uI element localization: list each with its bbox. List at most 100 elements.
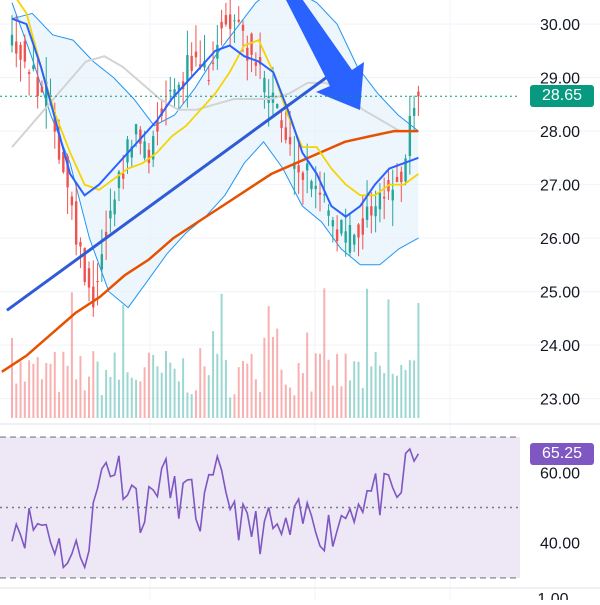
volume-bar [229,397,232,418]
volume-bar [122,304,125,418]
last-price-tag: 28.65 [530,85,594,108]
candle [365,206,369,220]
rsi-value-tag: 65.25 [530,442,594,465]
candle [156,119,159,132]
candle [412,107,416,116]
volume-bar [323,288,326,418]
volume-bar [139,381,142,418]
volume-bar [233,394,236,418]
volume-bar [173,368,176,418]
candle [361,218,364,235]
volume-bar [408,360,411,418]
volume-bar [383,373,386,418]
candle [194,51,198,58]
candle [70,196,74,206]
candle [374,206,377,217]
volume-bar [280,369,283,418]
volume-bar [177,381,180,418]
candle [100,254,104,270]
volume-bar [83,390,86,418]
candle [169,89,172,92]
candle [45,81,48,108]
candle [113,199,116,215]
volume-bar [413,360,416,418]
volume-bar [212,331,215,418]
candle [40,86,44,93]
rsi-tick-label: 40.00 [540,536,580,553]
volume-bar [36,357,39,418]
candle [246,47,249,61]
volume-bar [284,384,287,418]
candle [117,171,121,189]
candle [66,156,69,188]
candle [32,65,35,70]
candle [74,201,78,245]
volume-bar [400,364,403,418]
candle [284,127,287,140]
candle [382,196,386,199]
candle [357,224,360,238]
candle [130,146,133,158]
volume-bar [186,392,189,418]
volume-bar [263,337,266,418]
volume-bar [366,288,369,418]
volume-bar [306,332,309,418]
volume-bar [92,351,95,418]
candle [417,91,420,97]
rsi-line [11,447,420,570]
volume-bar [314,353,317,418]
candle [280,120,283,128]
volume-bar [404,369,407,418]
candle [96,281,99,283]
volume-bar [15,383,18,418]
candle [151,136,155,160]
volume-bar [100,395,103,418]
candle [83,248,86,283]
candle [147,149,151,164]
volume-bar [357,361,360,418]
volume-bar [135,379,138,418]
candle [310,181,313,190]
volume-bar [143,367,146,418]
volume-bar [378,365,381,418]
candle [122,173,125,179]
candle [344,231,347,243]
volume-bar [79,356,82,418]
candle [378,192,382,210]
volume-bar [88,376,91,418]
volume-bar [224,359,227,418]
candle [254,62,258,66]
volume-bar [109,376,112,418]
candle [87,268,91,288]
candle [318,192,322,195]
candle [233,20,236,22]
candle [134,124,138,135]
volume-bar [165,351,168,418]
candle [15,41,18,54]
volume-bar [267,306,270,418]
y-tick-label: 23.00 [540,392,580,409]
candle [288,136,292,145]
volume-bar [156,366,159,418]
volume-bar [169,362,172,418]
volume-bar [58,391,61,418]
volume-bar [396,375,399,418]
volume-bar [254,379,257,418]
volume-bar [301,373,304,418]
candle [173,89,176,96]
volume-bar [130,377,133,418]
volume-bar [331,385,334,418]
volume-bar [374,352,377,418]
y-tick-label: 28.00 [540,124,580,141]
volume-bar [327,359,330,418]
candle [353,234,356,245]
third-pane-tick-label: 1.00 [537,591,568,600]
candle [27,72,31,74]
volume-bar [250,353,253,418]
y-tick-label: 30.00 [540,17,580,34]
volume-bar [271,336,274,418]
candle [301,172,305,180]
volume-bar [310,391,313,418]
candle [199,64,202,67]
